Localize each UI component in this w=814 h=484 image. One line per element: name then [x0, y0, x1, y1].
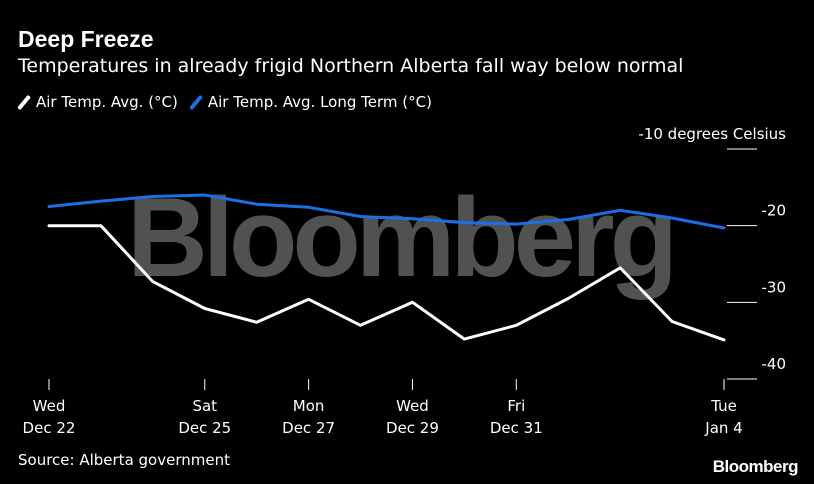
x-tick-label-date-5: Jan 4 [704, 419, 742, 437]
legend-label-air-temp: Air Temp. Avg. (°C) [36, 93, 178, 111]
y-tick-label-3: -40 [762, 355, 787, 373]
x-tick-label-day-4: Fri [507, 397, 525, 415]
y-axis: -10 degrees Celsius -20 -30 -40 [638, 125, 787, 380]
y-tick-label-0: -10 degrees Celsius [638, 125, 786, 143]
source-note: Source: Alberta government [18, 451, 230, 469]
x-tick-label-date-3: Dec 29 [386, 419, 439, 437]
series-layer [47, 193, 726, 342]
x-tick-label-date-4: Dec 31 [490, 419, 543, 437]
legend-label-long-term: Air Temp. Avg. Long Term (°C) [207, 93, 432, 111]
series-line-air-temp [47, 224, 726, 342]
x-tick-label-day-3: Wed [396, 397, 429, 415]
chart-title: Deep Freeze [18, 26, 154, 52]
x-tick-label-day-2: Mon [293, 397, 325, 415]
legend-item-long-term: Air Temp. Avg. Long Term (°C) [188, 93, 432, 111]
legend: Air Temp. Avg. (°C) Air Temp. Avg. Long … [17, 93, 444, 111]
y-tick-label-1: -20 [762, 202, 787, 220]
x-tick-label-day-0: Wed [33, 397, 66, 415]
series-line-long-term [47, 193, 726, 230]
chart-subtitle: Temperatures in already frigid Northern … [18, 55, 684, 77]
bloomberg-watermark: Bloomberg [127, 175, 673, 300]
x-tick-label-date-2: Dec 27 [282, 419, 335, 437]
x-tick-label-date-0: Dec 22 [23, 419, 76, 437]
legend-item-air-temp: Air Temp. Avg. (°C) [17, 93, 178, 111]
x-tick-label-day-5: Tue [710, 397, 737, 415]
brand-logo: Bloomberg [712, 457, 799, 476]
y-tick-label-2: -30 [762, 278, 787, 296]
x-axis: Wed Dec 22 Sat Dec 25 Mon Dec 27 Wed Dec 29 Fri D… [23, 379, 743, 437]
x-tick-label-day-1: Sat [192, 397, 217, 415]
x-tick-label-date-1: Dec 25 [178, 419, 231, 437]
